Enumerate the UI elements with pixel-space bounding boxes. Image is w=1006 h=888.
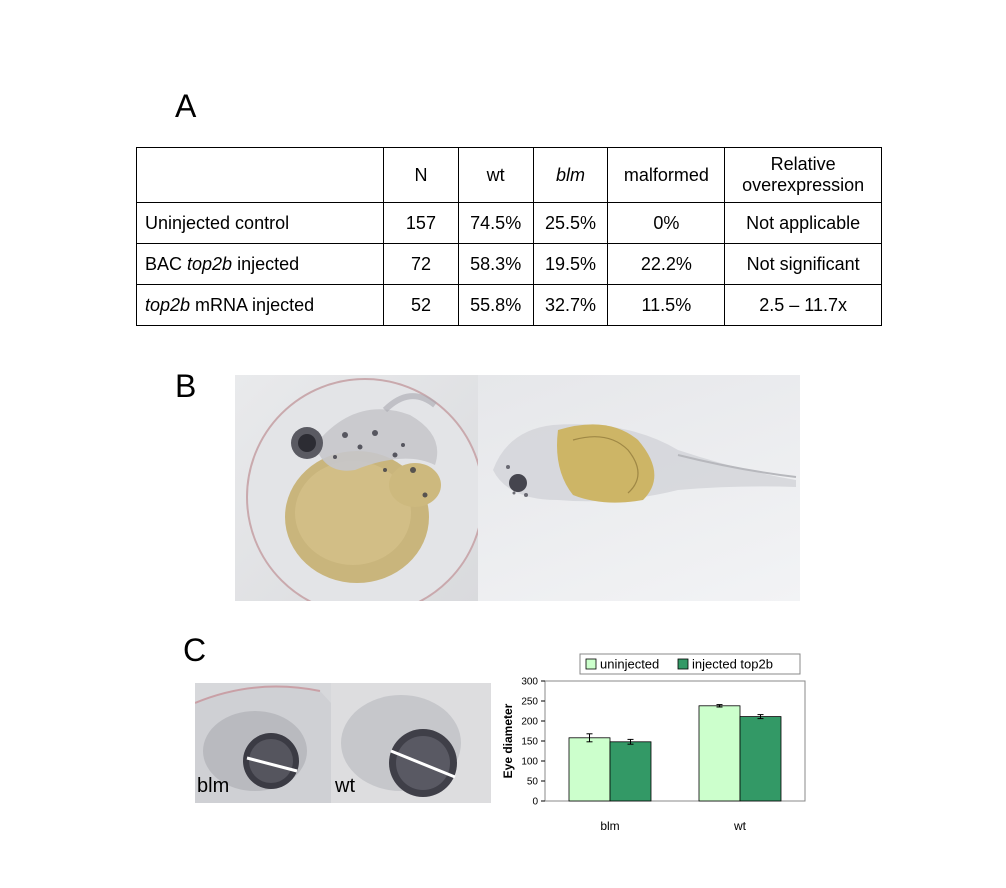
blm-eye-photo: blm — [195, 683, 331, 803]
y-tick-label: 0 — [532, 797, 538, 808]
table-cell-blm: 32.7% — [532, 284, 609, 326]
eye-diameter-chart: 0 50 100 150 200 250 300 Eye diameter blm wt uninj… — [501, 653, 806, 833]
y-tick-label: 150 — [521, 737, 538, 748]
bar-blm-1 — [609, 741, 652, 802]
blm-photo-caption: blm — [197, 775, 230, 797]
row-label-pre: Uninjected control — [145, 212, 290, 233]
table-header-blm: blm — [532, 147, 609, 203]
x-category-label: wt — [733, 819, 747, 833]
row-label-pre: BAC — [145, 253, 188, 274]
wt-eye-drawing — [331, 683, 491, 803]
bar-blm-0 — [568, 737, 611, 802]
y-axis-label: Eye diameter — [501, 703, 515, 778]
panel-label-a: A — [175, 88, 197, 124]
y-tick-label: 200 — [521, 717, 538, 728]
table-row-label: top2b mRNA injected — [135, 284, 385, 326]
table-cell-wt: 58.3% — [457, 243, 534, 285]
x-category-label: blm — [600, 819, 619, 833]
panel-label-c: C — [183, 632, 207, 668]
table-row: top2b mRNA injected 52 55.8% 32.7% 11.5%… — [135, 284, 882, 326]
blm-eye-drawing — [195, 685, 331, 803]
table-cell-n: 52 — [383, 284, 459, 326]
table-cell-n: 72 — [383, 243, 459, 285]
table-cell-malformed: 0% — [607, 202, 726, 244]
table-header-n: N — [383, 147, 459, 203]
legend-swatch — [585, 658, 597, 670]
embryo-photo-in-chorion — [235, 375, 478, 601]
y-tick-label: 100 — [521, 757, 538, 768]
table-header-overexpression: Relative overexpression — [724, 147, 882, 203]
row-label-post: mRNA injected — [190, 294, 315, 315]
legend-label: uninjected — [600, 657, 659, 672]
bar-wt-1 — [739, 716, 782, 802]
hatched-larva-drawing — [493, 424, 797, 503]
row-label-italic: top2b — [187, 253, 233, 274]
table-cell-blm: 25.5% — [532, 202, 609, 244]
table-cell-overexpression: Not applicable — [724, 202, 882, 244]
table-cell-overexpression: Not significant — [724, 243, 882, 285]
results-table: N wt blm malformed Relative overexpressi… — [135, 147, 882, 326]
wt-eye-photo: wt — [331, 683, 491, 803]
table-cell-malformed: 11.5% — [607, 284, 726, 326]
table-cell-n: 157 — [383, 202, 459, 244]
hatched-larva-photo — [478, 375, 800, 601]
legend-swatch — [677, 658, 689, 670]
row-label-post: injected — [232, 253, 300, 274]
table-header-malformed: malformed — [607, 147, 726, 203]
table-cell-wt: 74.5% — [457, 202, 534, 244]
y-tick-label: 50 — [527, 777, 539, 788]
table-cell-blm: 19.5% — [532, 243, 609, 285]
row-label-italic: top2b — [145, 294, 191, 315]
table-row-label: Uninjected control — [135, 202, 385, 244]
table-row: BAC top2b injected 72 58.3% 19.5% 22.2% … — [135, 243, 882, 285]
table-cell-malformed: 22.2% — [607, 243, 726, 285]
bar-wt-0 — [698, 705, 741, 802]
panel-label-b: B — [175, 368, 197, 404]
legend-box — [579, 653, 801, 675]
table-cell-overexpression: 2.5 – 11.7x — [724, 284, 882, 326]
table-header-blm-text: blm — [556, 164, 586, 185]
table-header-empty — [135, 147, 385, 203]
table-cell-wt: 55.8% — [457, 284, 534, 326]
table-row: Uninjected control 157 74.5% 25.5% 0% No… — [135, 202, 882, 244]
embryo-in-chorion-drawing — [246, 378, 478, 601]
legend-label: injected top2b — [692, 657, 773, 672]
table-header-wt: wt — [457, 147, 534, 203]
table-header-row: N wt blm malformed Relative overexpressi… — [135, 147, 882, 203]
y-tick-label: 250 — [521, 697, 538, 708]
wt-photo-caption: wt — [335, 775, 355, 797]
table-row-label: BAC top2b injected — [135, 243, 385, 285]
y-tick-label: 300 — [521, 677, 538, 688]
